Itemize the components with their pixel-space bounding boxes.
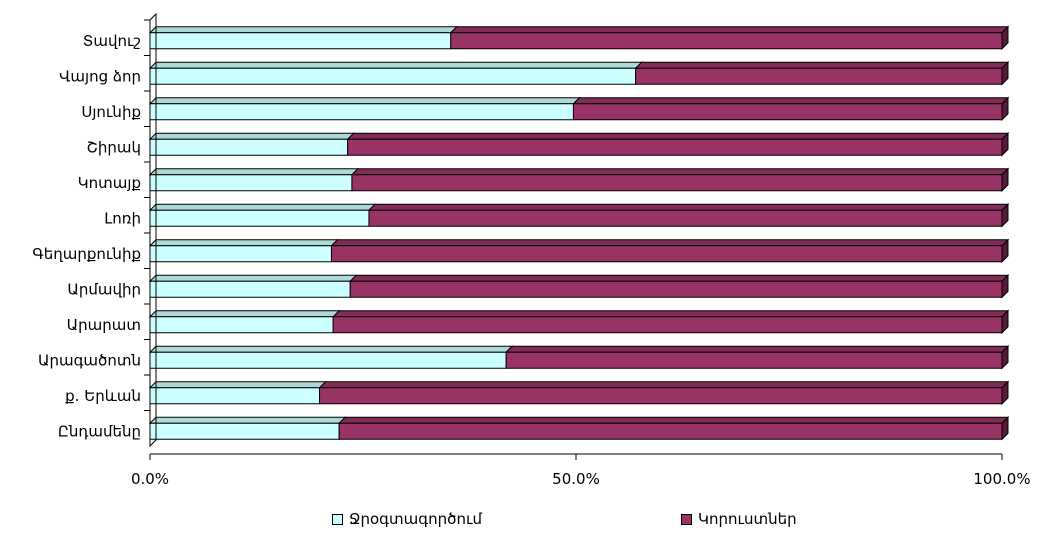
bar-segment-usage	[149, 138, 349, 156]
bar-side-face	[1001, 309, 1009, 334]
bar-segment-usage	[149, 351, 507, 369]
category-label: Արմավիր	[67, 280, 141, 298]
bar-segment-losses	[505, 351, 1003, 369]
bar-segment-losses	[319, 387, 1003, 405]
bar-segment-usage	[149, 387, 321, 405]
bar-segment-usage	[149, 422, 340, 440]
bar-side-face	[1001, 96, 1009, 121]
bar-top-face	[367, 203, 1010, 211]
x-tick-label: 0.0%	[131, 470, 169, 488]
category-label: Արագածոտն	[38, 351, 141, 369]
x-tick-label: 50.0%	[552, 470, 600, 488]
legend-label-losses: Կորուստներ	[698, 510, 797, 528]
bar-segment-losses	[332, 316, 1003, 334]
bar-top-face	[148, 345, 514, 353]
legend: Ջրօգտագործում Կորուստներ	[0, 510, 1042, 534]
bar-segment-usage	[149, 103, 574, 121]
bars-group	[148, 25, 1010, 441]
bar-side-face	[1001, 61, 1009, 86]
bar-segment-losses	[635, 67, 1003, 85]
bar-top-face	[148, 132, 355, 140]
bar-segment-losses	[338, 422, 1003, 440]
bar-segment-losses	[347, 138, 1003, 156]
bar-top-face	[148, 26, 458, 34]
bar-segment-losses	[450, 32, 1003, 50]
bar-segment-usage	[149, 316, 334, 334]
bar-top-face	[449, 26, 1010, 34]
legend-swatch-losses	[681, 513, 692, 525]
axes-group	[144, 12, 1003, 460]
legend-item-losses: Կորուստներ	[681, 510, 797, 528]
bar-side-face	[1001, 167, 1009, 192]
category-label: Կոտայք	[78, 174, 141, 192]
category-label: Վայոց ձոր	[59, 67, 141, 85]
category-label: Արարատ	[67, 316, 141, 334]
bar-segment-usage	[149, 174, 353, 192]
bar-top-face	[148, 203, 377, 211]
bar-top-face	[504, 345, 1010, 353]
labels-group: Տավուշ Վայոց ձոր Սյունիք Շիրակ Կոտայք Լոռի Գեղ…	[32, 32, 1030, 488]
bar-segment-usage	[149, 32, 452, 50]
category-label: Տավուշ	[83, 32, 141, 50]
bar-top-face	[349, 274, 1010, 282]
bar-side-face	[1001, 274, 1009, 299]
bar-segment-usage	[149, 245, 332, 263]
bar-top-face	[148, 274, 358, 282]
category-label: ք. Երևան	[65, 387, 141, 405]
bar-top-face	[346, 132, 1010, 140]
bar-top-face	[148, 239, 339, 247]
bar-top-face	[148, 381, 327, 389]
bar-top-face	[148, 416, 347, 424]
bar-side-face	[1001, 25, 1009, 50]
bar-segment-losses	[368, 209, 1003, 227]
bar-side-face	[1001, 345, 1009, 370]
category-label: Ընդամենը	[58, 422, 141, 440]
bar-top-face	[331, 310, 1010, 318]
bar-side-face	[1001, 416, 1009, 441]
bar-segment-losses	[351, 174, 1003, 192]
legend-item-usage: Ջրօգտագործում	[332, 510, 482, 528]
legend-swatch-usage	[332, 513, 343, 525]
bar-side-face	[1001, 238, 1009, 263]
bar-top-face	[148, 97, 581, 105]
bar-segment-losses	[330, 245, 1003, 263]
stacked-bar-chart: Տավուշ Վայոց ձոր Սյունիք Շիրակ Կոտայք Լոռի Գեղ…	[32, 12, 1031, 488]
bar-top-face	[572, 97, 1010, 105]
bar-top-face	[350, 168, 1010, 176]
category-label: Լոռի	[104, 209, 141, 227]
bar-top-face	[318, 381, 1010, 389]
bar-side-face	[1001, 380, 1009, 405]
bar-segment-usage	[149, 209, 370, 227]
bar-side-face	[1001, 203, 1009, 228]
bar-top-face	[148, 61, 643, 69]
bar-segment-losses	[572, 103, 1003, 121]
bar-top-face	[330, 239, 1010, 247]
bar-side-face	[1001, 132, 1009, 157]
legend-label-usage: Ջրօգտագործում	[349, 510, 483, 528]
category-label: Շիրակ	[87, 138, 142, 156]
bar-top-face	[634, 61, 1010, 69]
bar-segment-usage	[149, 280, 351, 298]
category-label: Սյունիք	[81, 103, 141, 121]
x-tick-label: 100.0%	[973, 470, 1030, 488]
bar-top-face	[148, 310, 341, 318]
bar-top-face	[337, 416, 1010, 424]
bar-segment-usage	[149, 67, 637, 85]
bar-segment-losses	[349, 280, 1003, 298]
bar-top-face	[148, 168, 360, 176]
category-label: Գեղարքունիք	[32, 245, 141, 263]
